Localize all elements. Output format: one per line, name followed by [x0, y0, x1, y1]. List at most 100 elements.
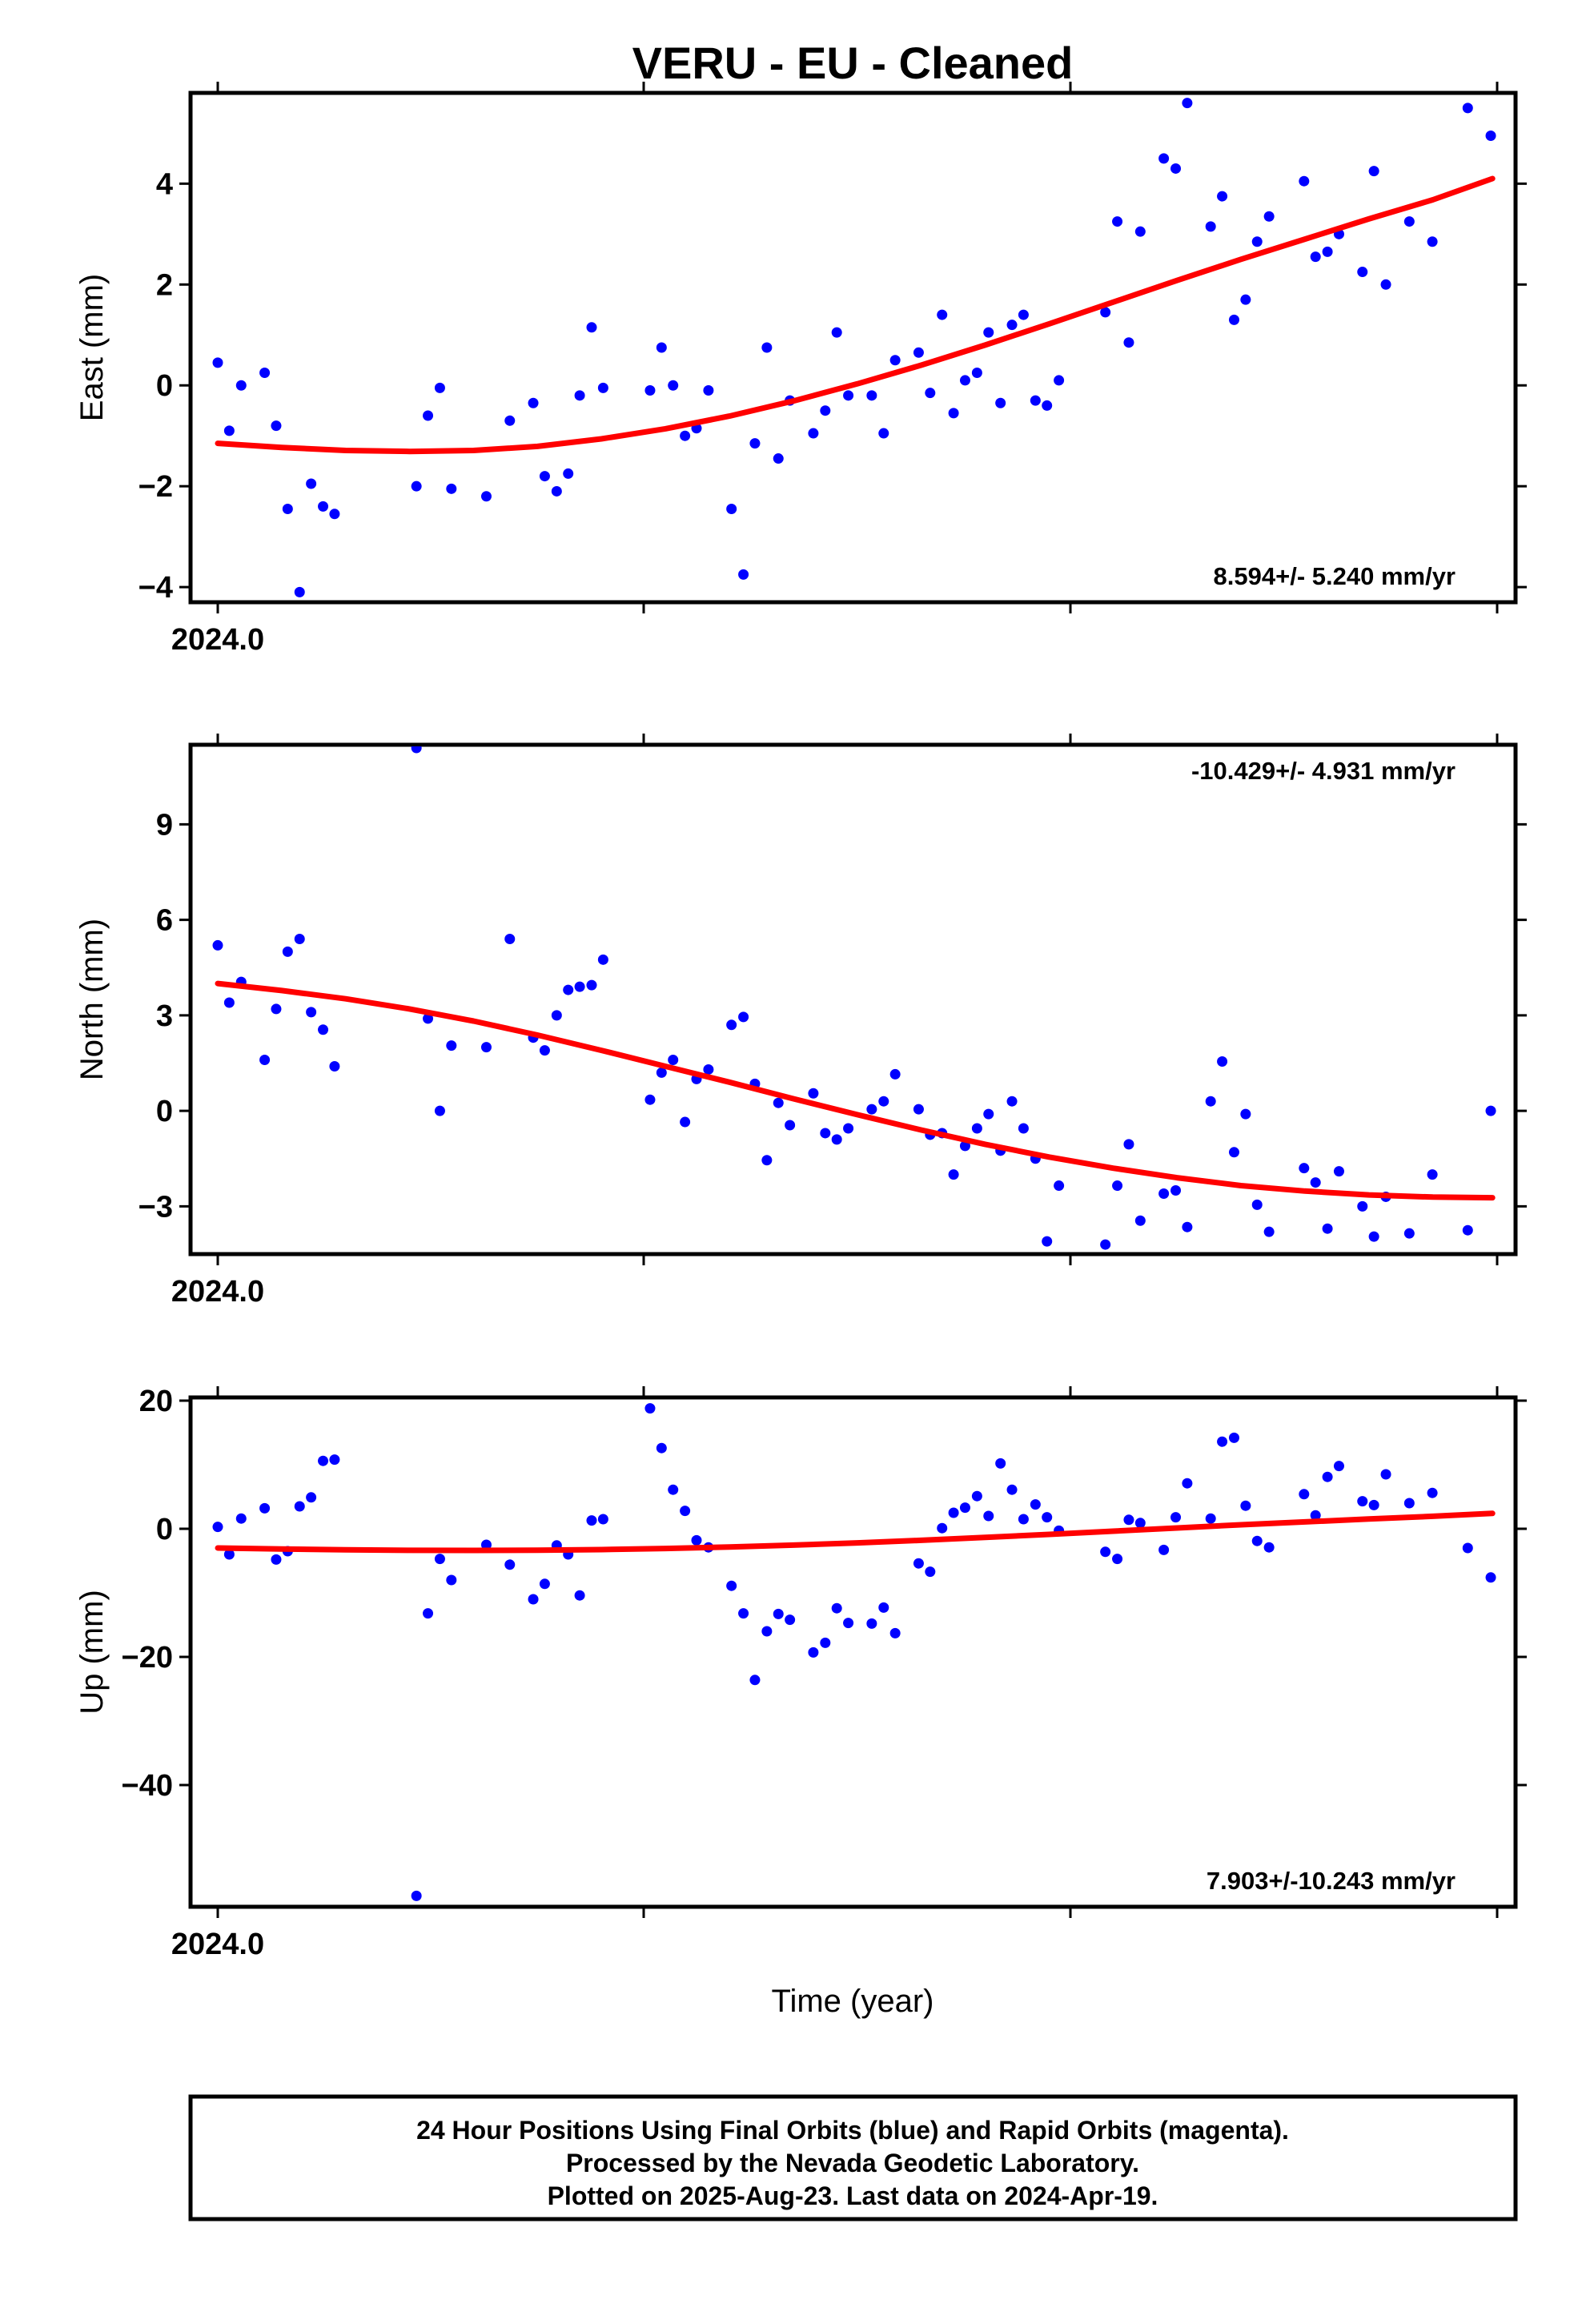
north-data-point [1006, 1096, 1018, 1107]
up-data-point [1228, 1432, 1239, 1443]
east-data-point [1006, 320, 1018, 331]
up-data-point [1112, 1554, 1123, 1565]
east-data-point [271, 420, 282, 432]
east-data-point [1299, 175, 1310, 187]
north-data-point [1217, 1056, 1228, 1068]
north-y-axis-label: North (mm) [74, 919, 110, 1080]
up-data-point [644, 1403, 656, 1414]
east-data-point [1134, 226, 1146, 237]
east-data-point [212, 357, 223, 368]
up-data-point [866, 1618, 877, 1629]
up-data-point [597, 1514, 608, 1525]
north-data-point [878, 1096, 889, 1107]
up-data-point [1006, 1484, 1018, 1495]
up-data-point [1018, 1514, 1029, 1525]
north-data-point [1333, 1166, 1344, 1177]
up-data-point [586, 1515, 597, 1526]
up-y-axis-label: Up (mm) [74, 1590, 110, 1715]
north-data-point [563, 984, 574, 995]
up-data-point [1427, 1487, 1438, 1498]
north-data-point [761, 1155, 773, 1166]
up-data-point [937, 1522, 948, 1534]
north-data-point [1182, 1221, 1193, 1232]
up-plot-frame [188, 1395, 1518, 1909]
east-data-point [1123, 337, 1134, 348]
east-data-point [1042, 400, 1053, 411]
north-y-tick-label: 6 [156, 904, 173, 938]
east-data-point [878, 428, 889, 439]
up-data-point [983, 1510, 994, 1522]
up-data-point [925, 1566, 936, 1578]
north-data-point [1427, 1169, 1438, 1180]
up-data-point [1123, 1514, 1134, 1526]
north-data-point [504, 933, 516, 944]
east-data-point [1403, 216, 1415, 227]
east-data-point [586, 322, 597, 333]
up-data-point [1368, 1499, 1379, 1510]
east-data-point [644, 385, 656, 396]
up-data-point [1251, 1535, 1263, 1546]
up-data-point [1380, 1469, 1391, 1480]
east-data-point [1368, 166, 1379, 177]
north-y-tick-label: 0 [156, 1095, 173, 1128]
north-y-tick-label: 9 [156, 808, 173, 842]
up-data-point [726, 1580, 737, 1591]
east-data-point [1030, 395, 1041, 406]
north-data-point [212, 939, 223, 951]
east-data-point [1182, 98, 1193, 109]
footer-line-1: 24 Hour Positions Using Final Orbits (bl… [416, 2116, 1289, 2145]
north-data-point [434, 1105, 445, 1116]
up-rate-label: 7.903+/-10.243 mm/yr [1207, 1867, 1456, 1895]
up-data-point [1403, 1498, 1415, 1509]
north-data-point [1018, 1123, 1029, 1134]
up-data-point [761, 1626, 773, 1637]
north-data-point [971, 1123, 982, 1134]
east-data-point [434, 382, 445, 393]
up-data-point [1217, 1436, 1228, 1447]
up-data-point [1042, 1512, 1053, 1523]
panel-up: 2024.0 −40 −20 0 20 Up (mm) 7.903+/-10.243 mm/… [74, 1385, 1527, 1961]
up-data-point [318, 1455, 329, 1466]
north-data-point [1251, 1199, 1263, 1210]
north-data-point [1299, 1163, 1310, 1174]
north-data-point [1123, 1139, 1134, 1150]
up-data-point [528, 1594, 539, 1605]
up-data-point [971, 1490, 982, 1502]
north-data-point [1485, 1105, 1496, 1116]
east-data-point [329, 509, 340, 520]
up-data-point [411, 1890, 422, 1901]
up-y-tick-label: 20 [139, 1385, 173, 1418]
east-data-point [925, 388, 936, 399]
north-data-point [703, 1063, 714, 1075]
east-data-point [1170, 163, 1182, 174]
east-data-point [948, 408, 959, 419]
up-data-point [446, 1574, 457, 1586]
east-data-point [1263, 211, 1275, 222]
up-data-point [434, 1554, 445, 1565]
east-data-point [528, 397, 539, 408]
up-data-point [785, 1614, 796, 1626]
east-x-tick-label: 2024.0 [171, 623, 264, 657]
north-data-point [948, 1169, 959, 1180]
east-data-point [913, 347, 924, 358]
chart-title: VERU - EU - Cleaned [632, 38, 1074, 88]
up-data-point [831, 1602, 842, 1614]
north-data-point [644, 1094, 656, 1105]
up-data-point [738, 1608, 749, 1619]
north-data-point [785, 1120, 796, 1131]
north-data-point [738, 1011, 749, 1023]
north-data-point [983, 1108, 994, 1120]
up-data-point [1333, 1461, 1344, 1472]
up-y-tick-label: −20 [122, 1641, 173, 1675]
up-data-point [691, 1534, 702, 1546]
east-data-point [294, 586, 305, 597]
east-data-point [446, 483, 457, 494]
footer-line-2: Processed by the Nevada Geodetic Laborat… [566, 2149, 1139, 2177]
east-data-point [1158, 153, 1170, 164]
up-data-point [913, 1558, 924, 1569]
up-y-tick-label: 0 [156, 1513, 173, 1546]
north-data-point [656, 1067, 667, 1078]
north-data-point [726, 1019, 737, 1031]
east-data-point [597, 382, 608, 393]
